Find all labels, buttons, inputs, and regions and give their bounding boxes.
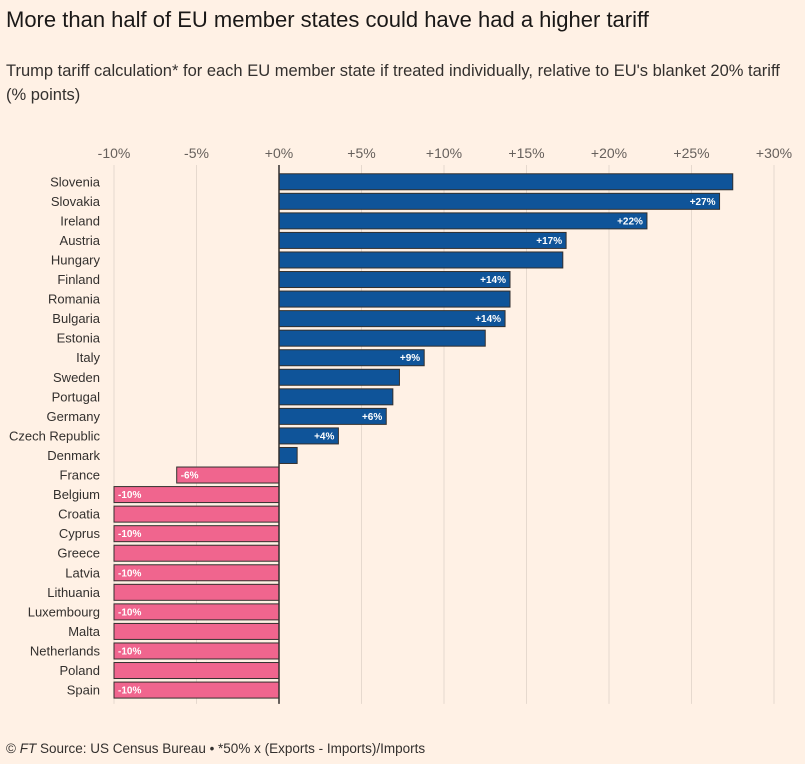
category-label: Czech Republic	[9, 428, 101, 443]
category-label: Estonia	[57, 331, 101, 346]
bar-bulgaria	[278, 310, 506, 328]
bar-croatia	[113, 505, 280, 523]
bar-greece	[113, 544, 280, 562]
x-axis-ticks: -10% -5% +0% +5% +10% +15% +20% +25% +30%	[98, 145, 792, 161]
category-label: Poland	[60, 663, 100, 678]
data-label: +14%	[480, 275, 506, 286]
category-label: Spain	[67, 683, 100, 698]
data-label: +4%	[314, 431, 334, 442]
bar-romania	[278, 290, 511, 308]
data-label: +27%	[690, 197, 716, 208]
data-label: -10%	[118, 686, 141, 697]
bar-poland	[113, 662, 280, 680]
bar-slovenia	[278, 173, 734, 191]
category-label: Malta	[68, 624, 101, 639]
bar-estonia	[278, 329, 486, 347]
bar-portugal	[278, 388, 394, 406]
footer: © FT Source: US Census Bureau • *50% x (…	[6, 741, 425, 756]
bar-malta	[113, 622, 280, 640]
category-label: Denmark	[47, 448, 100, 463]
category-label: Slovakia	[51, 194, 101, 209]
category-label: Netherlands	[30, 643, 101, 658]
x-tick-label: -10%	[98, 145, 131, 161]
bar-ireland	[278, 212, 648, 230]
data-label: -10%	[118, 607, 141, 618]
category-label: Ireland	[60, 213, 100, 228]
category-label: Romania	[48, 292, 101, 307]
bar-lithuania	[113, 583, 280, 601]
category-label: Italy	[76, 350, 100, 365]
bar-denmark	[278, 446, 298, 464]
data-labels: +27% +22% +17% +14% +14% +9% +6% +4% -6% -10% -10%…	[118, 197, 716, 697]
category-label: Bulgaria	[52, 311, 100, 326]
x-tick-label: +15%	[508, 145, 544, 161]
category-label: Luxembourg	[28, 604, 100, 619]
chart-subtitle: Trump tariff calculation* for each EU me…	[6, 62, 780, 104]
data-label: +14%	[475, 314, 501, 325]
x-tick-label: +10%	[426, 145, 462, 161]
x-tick-label: +20%	[591, 145, 627, 161]
category-label: France	[60, 468, 100, 483]
category-label: Greece	[57, 546, 100, 561]
data-label: -6%	[181, 471, 199, 482]
category-label: Lithuania	[47, 585, 101, 600]
category-label: Croatia	[58, 507, 101, 522]
data-label: +6%	[362, 412, 382, 423]
data-label: -10%	[118, 646, 141, 657]
x-tick-label: +30%	[756, 145, 792, 161]
copyright-symbol: ©	[6, 741, 16, 756]
bar-hungary	[278, 251, 564, 269]
category-label: Hungary	[51, 252, 101, 267]
data-label: +22%	[617, 216, 643, 227]
category-label: Austria	[60, 233, 101, 248]
data-label: +9%	[400, 353, 420, 364]
chart-title: More than half of EU member states could…	[6, 7, 649, 32]
bar-sweden	[278, 368, 400, 386]
x-tick-label: +5%	[347, 145, 375, 161]
data-label: -10%	[118, 490, 141, 501]
category-label: Slovenia	[50, 174, 101, 189]
category-label: Germany	[47, 409, 101, 424]
category-label: Cyprus	[59, 526, 101, 541]
category-label: Portugal	[52, 389, 101, 404]
category-labels: Slovenia Slovakia Ireland Austria Hungary Fin…	[9, 174, 101, 697]
x-tick-label: +0%	[265, 145, 293, 161]
bar-finland	[278, 271, 511, 289]
x-tick-label: +25%	[673, 145, 709, 161]
source-note: Source: US Census Bureau • *50% x (Expor…	[39, 741, 426, 756]
x-tick-label: -5%	[184, 145, 209, 161]
data-label: +17%	[536, 236, 562, 247]
category-label: Sweden	[53, 370, 100, 385]
category-label: Latvia	[65, 565, 100, 580]
category-label: Finland	[57, 272, 100, 287]
bar-austria	[278, 231, 567, 249]
bars	[113, 173, 734, 699]
bar-slovakia	[278, 192, 721, 210]
data-label: -10%	[118, 568, 141, 579]
data-label: -10%	[118, 529, 141, 540]
category-label: Belgium	[53, 487, 100, 502]
ft-logo-text: FT	[19, 741, 37, 756]
